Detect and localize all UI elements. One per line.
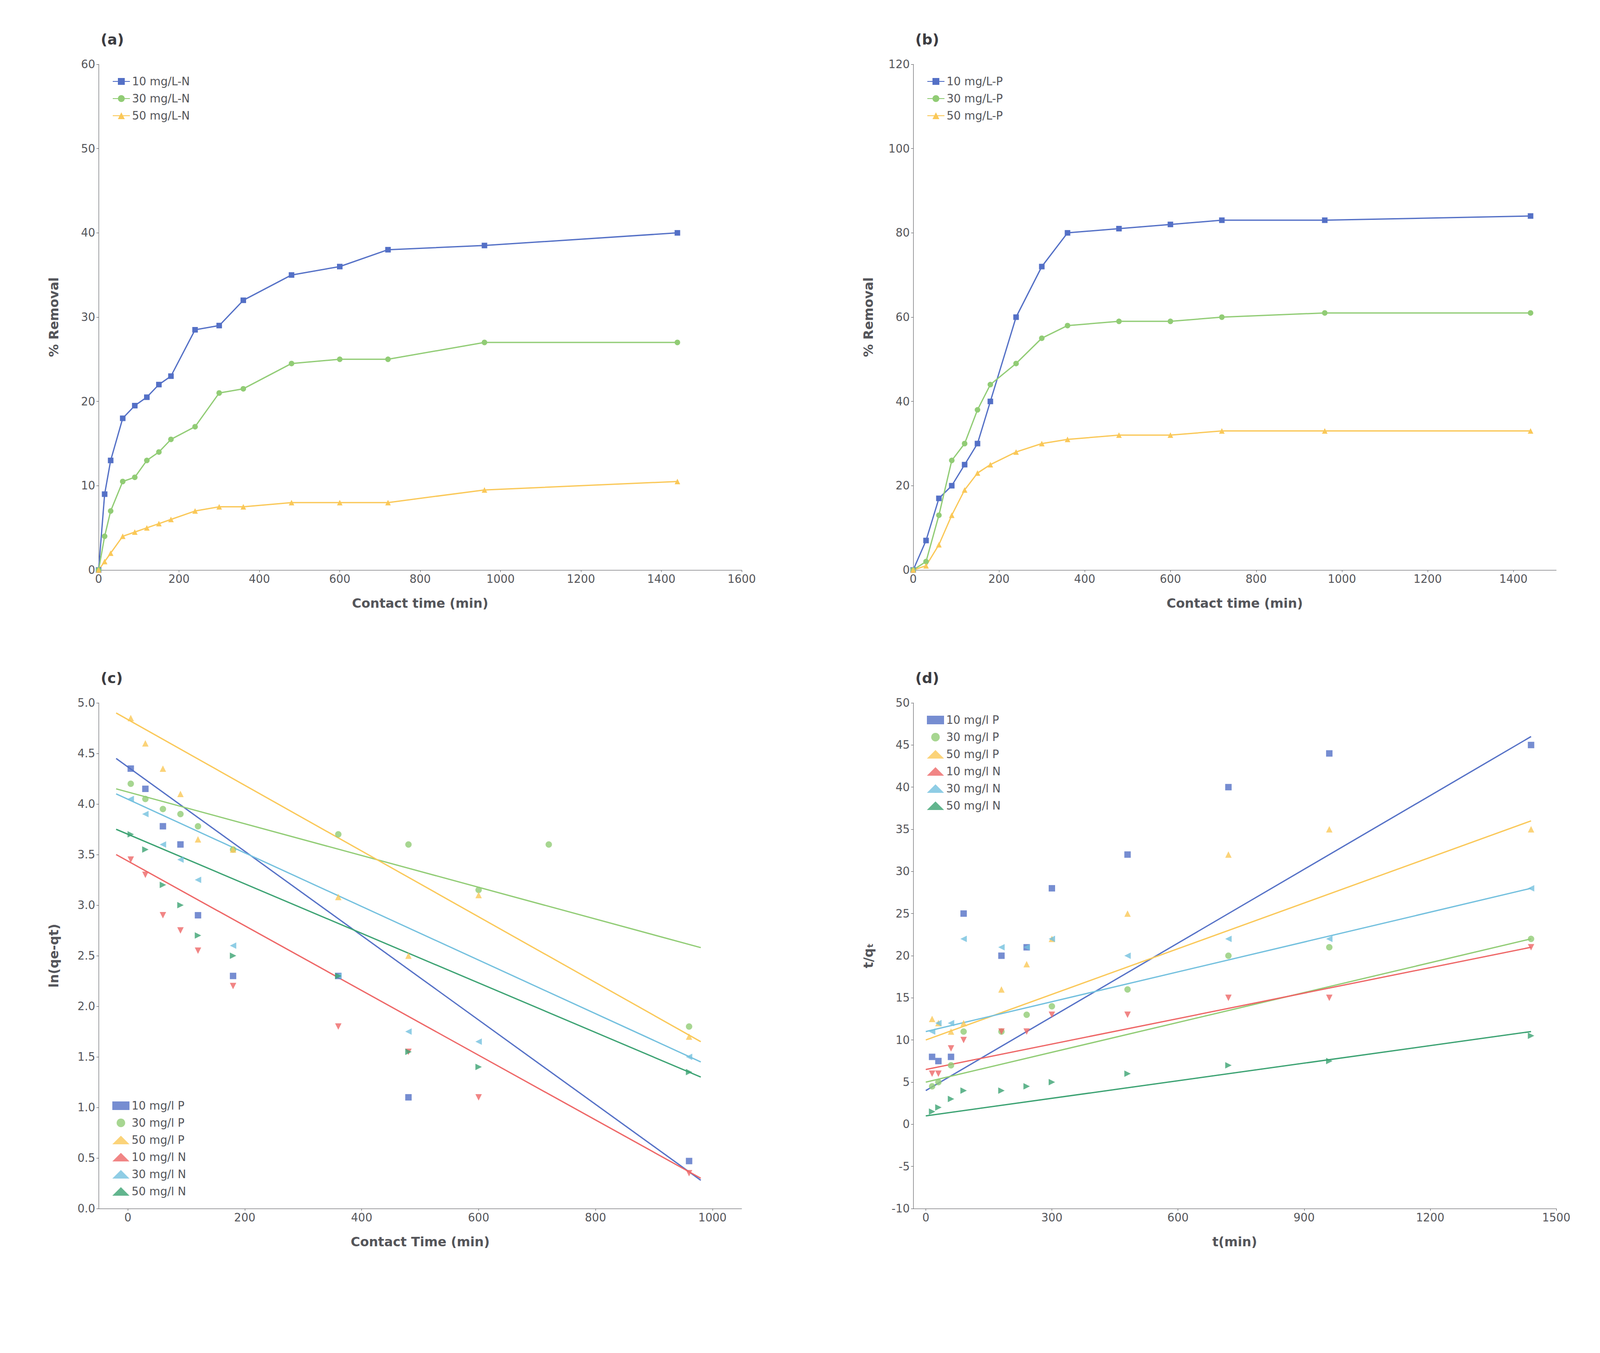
svg-text:40: 40 [81,226,96,240]
svg-text:1400: 1400 [1499,572,1528,586]
svg-text:60: 60 [895,310,910,324]
svg-text:800: 800 [584,1211,607,1225]
svg-text:2.0: 2.0 [77,1000,96,1014]
svg-text:20: 20 [81,395,96,409]
svg-text:50 mg/l N: 50 mg/l N [946,799,1001,813]
svg-text:1.5: 1.5 [77,1050,96,1064]
svg-text:80: 80 [895,226,910,240]
svg-text:1000: 1000 [486,572,515,586]
svg-text:(c): (c) [100,669,123,687]
svg-text:800: 800 [409,572,431,586]
svg-text:400: 400 [248,572,271,586]
svg-text:600: 600 [329,572,351,586]
svg-text:50 mg/l N: 50 mg/l N [131,1185,187,1199]
svg-text:Contact time (min): Contact time (min) [1166,595,1303,611]
svg-text:60: 60 [81,57,96,71]
svg-text:0: 0 [909,572,918,586]
svg-text:30 mg/L-P: 30 mg/L-P [946,92,1003,106]
svg-text:25: 25 [895,907,910,921]
svg-text:0: 0 [95,572,103,586]
svg-text:30: 30 [81,310,96,324]
svg-text:0: 0 [922,1211,930,1225]
svg-text:30 mg/l N: 30 mg/l N [946,782,1001,796]
svg-text:10: 10 [895,1034,910,1047]
svg-text:-5: -5 [898,1160,910,1174]
svg-text:t/qₜ: t/qₜ [860,943,876,969]
svg-text:0.5: 0.5 [77,1151,96,1165]
svg-text:0: 0 [124,1211,132,1225]
svg-text:(a): (a) [100,30,124,49]
svg-text:4.5: 4.5 [77,747,96,761]
svg-text:20: 20 [895,949,910,963]
svg-text:600: 600 [468,1211,490,1225]
svg-text:30 mg/l P: 30 mg/l P [946,730,999,744]
svg-text:50 mg/L-N: 50 mg/L-N [132,109,190,123]
svg-text:3.0: 3.0 [77,899,96,912]
svg-text:50 mg/l P: 50 mg/l P [946,748,999,761]
svg-text:3.5: 3.5 [77,848,96,862]
svg-text:4.0: 4.0 [77,797,96,811]
svg-text:400: 400 [1073,572,1096,586]
svg-text:300: 300 [1041,1211,1063,1225]
svg-text:15: 15 [895,991,910,1005]
svg-text:(d): (d) [915,669,939,687]
svg-text:50 mg/l P: 50 mg/l P [131,1133,185,1147]
svg-text:5.0: 5.0 [77,696,96,710]
svg-text:900: 900 [1293,1211,1315,1225]
svg-text:-10: -10 [891,1202,910,1216]
svg-text:10: 10 [81,479,96,493]
svg-text:30 mg/l P: 30 mg/l P [131,1116,185,1130]
svg-text:1000: 1000 [1327,572,1357,586]
svg-text:30 mg/l N: 30 mg/l N [131,1168,187,1182]
svg-text:% Removal: % Removal [860,277,876,358]
svg-text:0.0: 0.0 [77,1202,96,1216]
svg-text:% Removal: % Removal [46,277,62,358]
svg-text:1200: 1200 [566,572,596,586]
svg-text:0: 0 [902,563,910,577]
svg-text:120: 120 [888,57,910,71]
svg-text:0: 0 [87,563,96,577]
svg-text:2.5: 2.5 [77,949,96,963]
svg-text:800: 800 [1245,572,1267,586]
svg-text:200: 200 [988,572,1010,586]
svg-text:200: 200 [168,572,190,586]
svg-text:1500: 1500 [1542,1211,1571,1225]
svg-text:1000: 1000 [698,1211,727,1225]
svg-text:400: 400 [351,1211,373,1225]
svg-text:50: 50 [895,696,910,710]
svg-text:600: 600 [1159,572,1182,586]
svg-text:10 mg/l P: 10 mg/l P [946,713,999,727]
svg-text:1400: 1400 [646,572,676,586]
svg-text:ln(qe-qt): ln(qe-qt) [46,923,62,988]
svg-text:10 mg/L-P: 10 mg/L-P [946,75,1003,88]
svg-text:50: 50 [81,142,96,156]
svg-text:Contact time (min): Contact time (min) [351,595,489,611]
svg-text:40: 40 [895,781,910,794]
svg-text:600: 600 [1167,1211,1189,1225]
svg-text:1.0: 1.0 [77,1101,96,1115]
svg-text:30 mg/L-N: 30 mg/L-N [132,92,190,106]
svg-text:200: 200 [234,1211,256,1225]
svg-text:100: 100 [888,142,910,156]
svg-text:10 mg/l N: 10 mg/l N [131,1151,187,1164]
svg-text:0: 0 [902,1118,910,1131]
svg-text:10 mg/l P: 10 mg/l P [131,1099,185,1113]
svg-text:30: 30 [895,865,910,879]
svg-text:50 mg/L-P: 50 mg/L-P [946,109,1003,123]
svg-text:(b): (b) [915,30,939,49]
svg-text:1600: 1600 [727,572,756,586]
svg-text:1200: 1200 [1413,572,1442,586]
svg-text:t(min): t(min) [1212,1234,1258,1250]
svg-text:1200: 1200 [1416,1211,1445,1225]
svg-text:10 mg/l N: 10 mg/l N [946,765,1001,779]
svg-text:40: 40 [895,395,910,409]
svg-text:5: 5 [902,1076,910,1089]
svg-text:35: 35 [895,823,910,837]
svg-text:10 mg/L-N: 10 mg/L-N [132,75,190,88]
svg-text:Contact Time (min): Contact Time (min) [350,1234,490,1250]
svg-text:45: 45 [895,738,910,752]
svg-text:20: 20 [895,479,910,493]
